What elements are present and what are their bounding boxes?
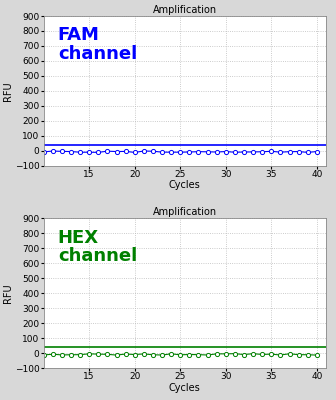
Title: Amplification: Amplification <box>153 208 217 218</box>
Y-axis label: RFU: RFU <box>3 283 13 303</box>
X-axis label: Cycles: Cycles <box>169 382 201 392</box>
Title: Amplification: Amplification <box>153 5 217 15</box>
X-axis label: Cycles: Cycles <box>169 180 201 190</box>
Text: HEX
channel: HEX channel <box>58 229 137 265</box>
Text: FAM
channel: FAM channel <box>58 26 137 63</box>
Y-axis label: RFU: RFU <box>3 81 13 101</box>
